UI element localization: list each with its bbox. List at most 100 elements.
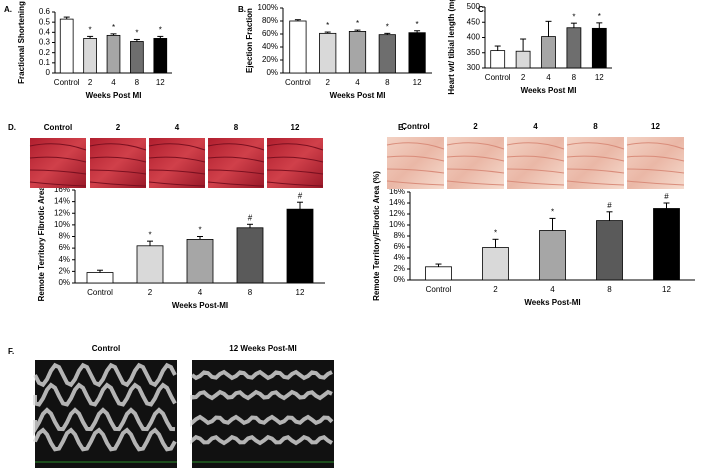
annotation: * [572,12,575,21]
x-tick-label: Control [285,78,311,87]
x-axis-label: Weeks Post-MI [172,301,228,310]
annotation: * [356,19,359,28]
bar [136,245,164,284]
x-tick-label: 4 [198,288,203,297]
fiber [29,143,87,151]
histology-image [90,138,146,188]
fiber [89,181,147,187]
histology-image [30,138,86,188]
y-tick-label: 300 [467,63,481,72]
histology-label: Control [44,123,72,132]
y-tick-label: 6% [58,243,70,252]
annotation: * [551,208,554,217]
bar [348,30,367,74]
y-axis-label: Fractional Shortening [17,1,26,84]
y-tick-label: 10% [54,220,70,229]
bar [106,34,121,74]
annotation: * [89,26,92,35]
bar [591,27,607,69]
y-tick-label: 16% [389,187,405,196]
histology-label: Control [401,122,429,131]
annotation: # [607,201,612,210]
y-tick-label: 0% [58,278,70,287]
x-tick-label: 2 [325,78,330,87]
fiber [89,156,147,163]
fiber [626,180,685,186]
bar [539,230,566,281]
x-tick-label: Control [426,285,452,294]
echo-trace [33,427,177,452]
x-tick-label: Control [54,78,80,87]
bar [86,272,114,284]
fiber [207,169,265,175]
fiber [446,168,505,174]
x-tick-label: 2 [88,78,93,87]
histology-label: 4 [533,122,538,131]
histology-image [149,138,205,188]
annotation: * [159,26,162,35]
fiber [506,180,565,186]
fiber [89,143,147,151]
x-tick-label: 4 [546,73,551,82]
fiber [626,168,685,174]
y-tick-label: 10% [389,220,405,229]
bar [59,18,74,74]
histology-label: 8 [234,123,239,132]
y-tick-label: 0.1 [39,58,51,67]
x-tick-label: 12 [595,73,604,82]
fiber [566,168,625,174]
bar [482,247,509,281]
bar [596,220,623,281]
fiber [207,143,265,151]
y-tick-label: 100% [258,3,278,12]
y-tick-label: 4% [58,255,70,264]
y-axis-label: Heart wt/ tibial length (mg/cm) [447,0,456,95]
panel-letter: E. [398,123,406,132]
x-axis-label: Weeks Post MI [521,86,577,95]
echo-trace [190,414,334,428]
bar [83,38,97,74]
y-tick-label: 14% [389,198,405,207]
annotation: * [494,228,497,237]
x-tick-label: 12 [156,78,165,87]
annotation: # [248,213,253,222]
fiber [29,156,87,163]
annotation: # [664,192,669,201]
x-tick-label: 12 [413,78,422,87]
echo-trace [33,362,177,388]
annotation: * [198,226,201,235]
y-tick-label: 0.3 [39,38,51,47]
panel-letter: C. [478,5,486,14]
histology-label: 12 [291,123,300,132]
y-tick-label: 450 [467,17,481,26]
bar [153,38,168,74]
y-tick-label: 350 [467,48,481,57]
y-tick-label: 0% [266,68,278,77]
histology-label: 4 [175,123,180,132]
bar [566,27,582,69]
y-axis-label: Ejection Fraction [245,8,254,73]
fiber [506,142,565,150]
histology-image [627,137,684,189]
histology-label: 2 [116,123,121,132]
x-tick-label: 8 [135,78,140,87]
y-axis-label: Remote Territory Fibrotic Area (%) [37,171,46,301]
bar [425,266,452,281]
fiber [148,169,206,175]
y-tick-label: 12% [389,209,405,218]
fiber [148,143,206,151]
fiber [446,180,505,186]
annotation: # [298,191,303,200]
y-axis-label: Remote Territory/Fibrotic Area (%) [372,171,381,301]
x-tick-label: 2 [493,285,498,294]
echo-label: 12 Weeks Post-MI [229,344,296,353]
fiber [506,168,565,174]
x-axis-label: Weeks Post MI [330,91,386,100]
histology-image [208,138,264,188]
bar [236,227,264,284]
y-tick-label: 0.5 [39,17,51,26]
x-tick-label: 4 [111,78,116,87]
bar [286,208,314,284]
y-tick-label: 0% [393,275,405,284]
annotation: * [135,29,138,38]
